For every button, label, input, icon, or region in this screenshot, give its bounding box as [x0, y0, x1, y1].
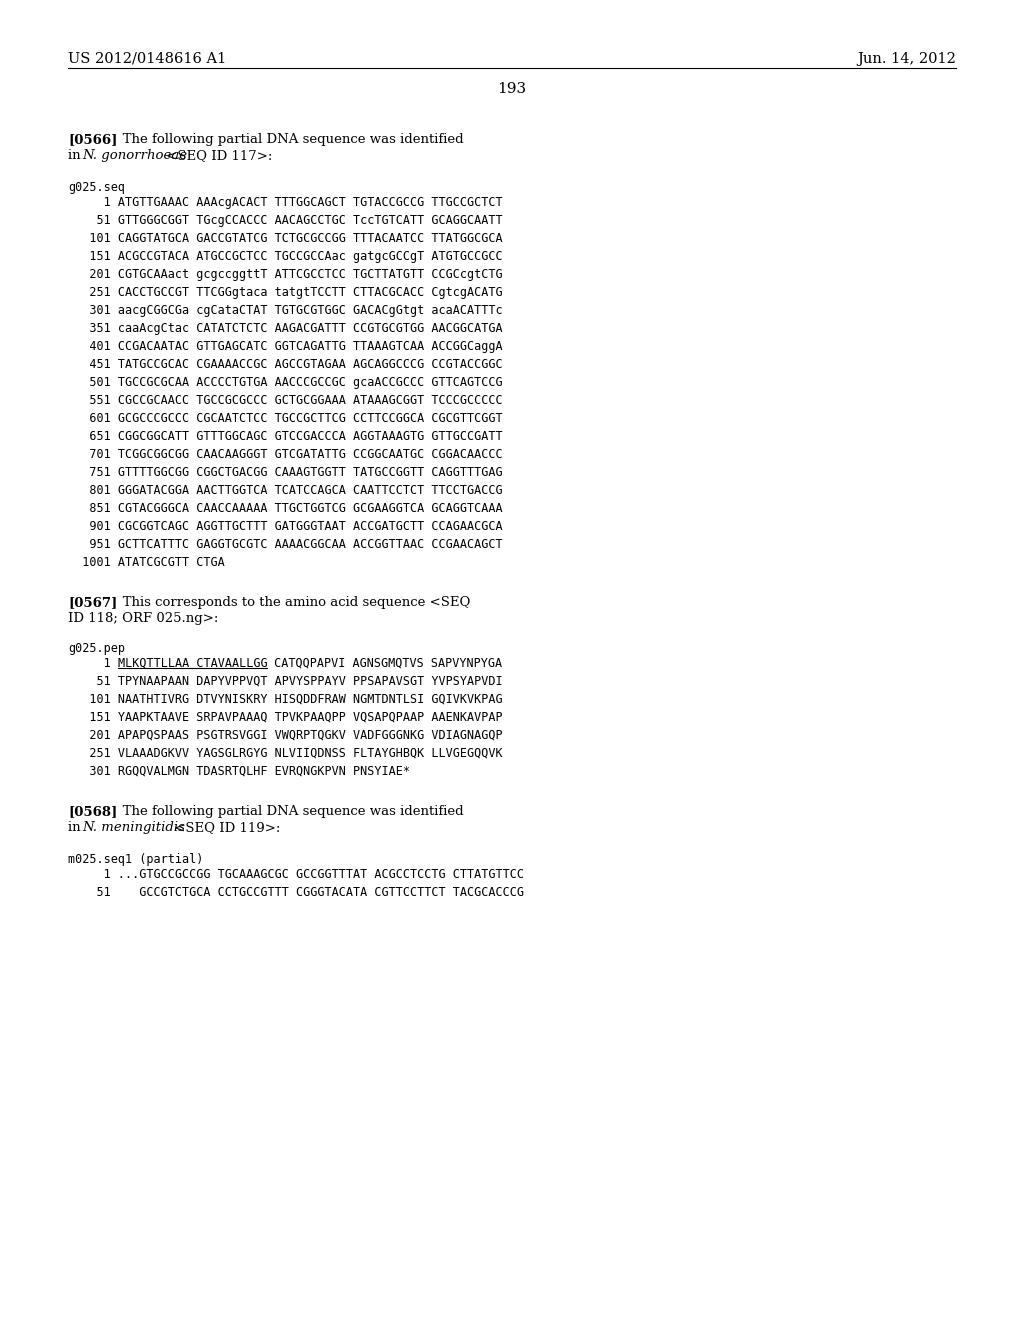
Text: ID 118; ORF 025.ng>:: ID 118; ORF 025.ng>: [68, 612, 218, 624]
Text: 951 GCTTCATTTC GAGGTGCGTC AAAACGGCAA ACCGGTTAAC CCGAACAGCT: 951 GCTTCATTTC GAGGTGCGTC AAAACGGCAA ACC… [68, 539, 503, 550]
Text: 351 caaAcgCtac CATATCTCTC AAGACGATTT CCGTGCGTGG AACGGCATGA: 351 caaAcgCtac CATATCTCTC AAGACGATTT CCG… [68, 322, 503, 335]
Text: 251 VLAAADGKVV YAGSGLRGYG NLVIIQDNSS FLTAYGHBQK LLVGEGQQVK: 251 VLAAADGKVV YAGSGLRGYG NLVIIQDNSS FLT… [68, 747, 503, 760]
Text: N. gonorrhoeae: N. gonorrhoeae [82, 149, 187, 162]
Text: in: in [68, 821, 85, 834]
Text: 101 NAATHTIVRG DTVYNISKRY HISQDDFRAW NGMTDNTLSI GQIVKVKPAG: 101 NAATHTIVRG DTVYNISKRY HISQDDFRAW NGM… [68, 693, 503, 706]
Text: 201 CGTGCAAact gcgccggttT ATTCGCCTCC TGCTTATGTT CCGCcgtCTG: 201 CGTGCAAact gcgccggttT ATTCGCCTCC TGC… [68, 268, 503, 281]
Text: US 2012/0148616 A1: US 2012/0148616 A1 [68, 51, 226, 66]
Text: Jun. 14, 2012: Jun. 14, 2012 [857, 51, 956, 66]
Text: 51 GTTGGGCGGT TGcgCCACCC AACAGCCTGC TccTGTCATT GCAGGCAATT: 51 GTTGGGCGGT TGcgCCACCC AACAGCCTGC TccT… [68, 214, 503, 227]
Text: in: in [68, 149, 85, 162]
Text: [0568]: [0568] [68, 805, 118, 818]
Text: 751 GTTTTGGCGG CGGCTGACGG CAAAGTGGTT TATGCCGGTT CAGGTTTGAG: 751 GTTTTGGCGG CGGCTGACGG CAAAGTGGTT TAT… [68, 466, 503, 479]
Text: [0566]: [0566] [68, 133, 118, 147]
Text: 551 CGCCGCAACC TGCCGCGCCC GCTGCGGAAA ATAAAGCGGT TCCCGCCCCC: 551 CGCCGCAACC TGCCGCGCCC GCTGCGGAAA ATA… [68, 393, 503, 407]
Text: 101 CAGGTATGCA GACCGTATCG TCTGCGCCGG TTTACAATCC TTATGGCGCA: 101 CAGGTATGCA GACCGTATCG TCTGCGCCGG TTT… [68, 232, 503, 246]
Text: 601 GCGCCCGCCC CGCAATCTCC TGCCGCTTCG CCTTCCGGCA CGCGTTCGGT: 601 GCGCCCGCCC CGCAATCTCC TGCCGCTTCG CCT… [68, 412, 503, 425]
Text: 1 ...GTGCCGCCGG TGCAAAGCGC GCCGGTTTAT ACGCCTCCTG CTTATGTTCC: 1 ...GTGCCGCCGG TGCAAAGCGC GCCGGTTTAT AC… [68, 869, 524, 880]
Text: <SEQ ID 119>:: <SEQ ID 119>: [170, 821, 281, 834]
Text: N. meningitidis: N. meningitidis [82, 821, 185, 834]
Text: 51    GCCGTCTGCA CCTGCCGTTT CGGGTACATA CGTTCCTTCT TACGCACCCG: 51 GCCGTCTGCA CCTGCCGTTT CGGGTACATA CGTT… [68, 886, 524, 899]
Text: 451 TATGCCGCAC CGAAAACCGC AGCCGTAGAA AGCAGGCCCG CCGTACCGGC: 451 TATGCCGCAC CGAAAACCGC AGCCGTAGAA AGC… [68, 358, 503, 371]
Text: 301 aacgCGGCGa cgCataCTAT TGTGCGTGGC GACACgGtgt acaACATTTc: 301 aacgCGGCGa cgCataCTAT TGTGCGTGGC GAC… [68, 304, 503, 317]
Text: g025.pep: g025.pep [68, 642, 125, 655]
Text: m025.seq1 (partial): m025.seq1 (partial) [68, 853, 204, 866]
Text: g025.seq: g025.seq [68, 181, 125, 194]
Text: [0567]: [0567] [68, 597, 118, 609]
Text: 651 CGGCGGCATT GTTTGGCAGC GTCCGACCCA AGGTAAAGTG GTTGCCGATT: 651 CGGCGGCATT GTTTGGCAGC GTCCGACCCA AGG… [68, 430, 503, 444]
Text: The following partial DNA sequence was identified: The following partial DNA sequence was i… [110, 133, 464, 147]
Text: 51 TPYNAAPAAN DAPYVPPVQT APVYSPPAYV PPSAPAVSGT YVPSYAPVDI: 51 TPYNAAPAAN DAPYVPPVQT APVYSPPAYV PPSA… [68, 675, 503, 688]
Text: 851 CGTACGGGCA CAACCAAAAA TTGCTGGTCG GCGAAGGTCA GCAGGTCAAA: 851 CGTACGGGCA CAACCAAAAA TTGCTGGTCG GCG… [68, 502, 503, 515]
Text: 151 YAAPKTAAVE SRPAVPAAAQ TPVKPAAQPP VQSAPQPAAP AAENKAVPAP: 151 YAAPKTAAVE SRPAVPAAAQ TPVKPAAQPP VQS… [68, 711, 503, 723]
Text: CATQQPAPVI AGNSGMQTVS SAPVYNPYGA: CATQQPAPVI AGNSGMQTVS SAPVYNPYGA [266, 657, 502, 671]
Text: 901 CGCGGTCAGC AGGTTGCTTT GATGGGTAAT ACCGATGCTT CCAGAACGCA: 901 CGCGGTCAGC AGGTTGCTTT GATGGGTAAT ACC… [68, 520, 503, 533]
Text: 401 CCGACAATAC GTTGAGCATC GGTCAGATTG TTAAAGTCAA ACCGGCaggA: 401 CCGACAATAC GTTGAGCATC GGTCAGATTG TTA… [68, 341, 503, 352]
Text: 151 ACGCCGTACA ATGCCGCTCC TGCCGCCAac gatgcGCCgT ATGTGCCGCC: 151 ACGCCGTACA ATGCCGCTCC TGCCGCCAac gat… [68, 249, 503, 263]
Text: 501 TGCCGCGCAA ACCCCTGTGA AACCCGCCGC gcaACCGCCC GTTCAGTCCG: 501 TGCCGCGCAA ACCCCTGTGA AACCCGCCGC gca… [68, 376, 503, 389]
Text: 1: 1 [68, 657, 118, 671]
Text: 301 RGQQVALMGN TDASRTQLHF EVRQNGKPVN PNSYIAE*: 301 RGQQVALMGN TDASRTQLHF EVRQNGKPVN PNS… [68, 766, 410, 777]
Text: The following partial DNA sequence was identified: The following partial DNA sequence was i… [110, 805, 464, 818]
Text: <SEQ ID 117>:: <SEQ ID 117>: [162, 149, 272, 162]
Text: 193: 193 [498, 82, 526, 96]
Text: 251 CACCTGCCGT TTCGGgtaca tatgtTCCTT CTTACGCACC CgtcgACATG: 251 CACCTGCCGT TTCGGgtaca tatgtTCCTT CTT… [68, 286, 503, 300]
Text: 701 TCGGCGGCGG CAACAAGGGT GTCGATATTG CCGGCAATGC CGGACAACCC: 701 TCGGCGGCGG CAACAAGGGT GTCGATATTG CCG… [68, 447, 503, 461]
Text: This corresponds to the amino acid sequence <SEQ: This corresponds to the amino acid seque… [110, 597, 470, 609]
Text: 201 APAPQSPAAS PSGTRSVGGI VWQRPTQGKV VADFGGGNKG VDIAGNAGQP: 201 APAPQSPAAS PSGTRSVGGI VWQRPTQGKV VAD… [68, 729, 503, 742]
Text: 1001 ATATCGCGTT CTGA: 1001 ATATCGCGTT CTGA [68, 556, 224, 569]
Text: 801 GGGATACGGA AACTTGGTCA TCATCCAGCA CAATTCCTCT TTCCTGACCG: 801 GGGATACGGA AACTTGGTCA TCATCCAGCA CAA… [68, 484, 503, 498]
Text: 1 ATGTTGAAAC AAAcgACACT TTTGGCAGCT TGTACCGCCG TTGCCGCTCT: 1 ATGTTGAAAC AAAcgACACT TTTGGCAGCT TGTAC… [68, 195, 503, 209]
Text: MLKQTTLLAA CTAVAALLGG: MLKQTTLLAA CTAVAALLGG [118, 657, 267, 671]
